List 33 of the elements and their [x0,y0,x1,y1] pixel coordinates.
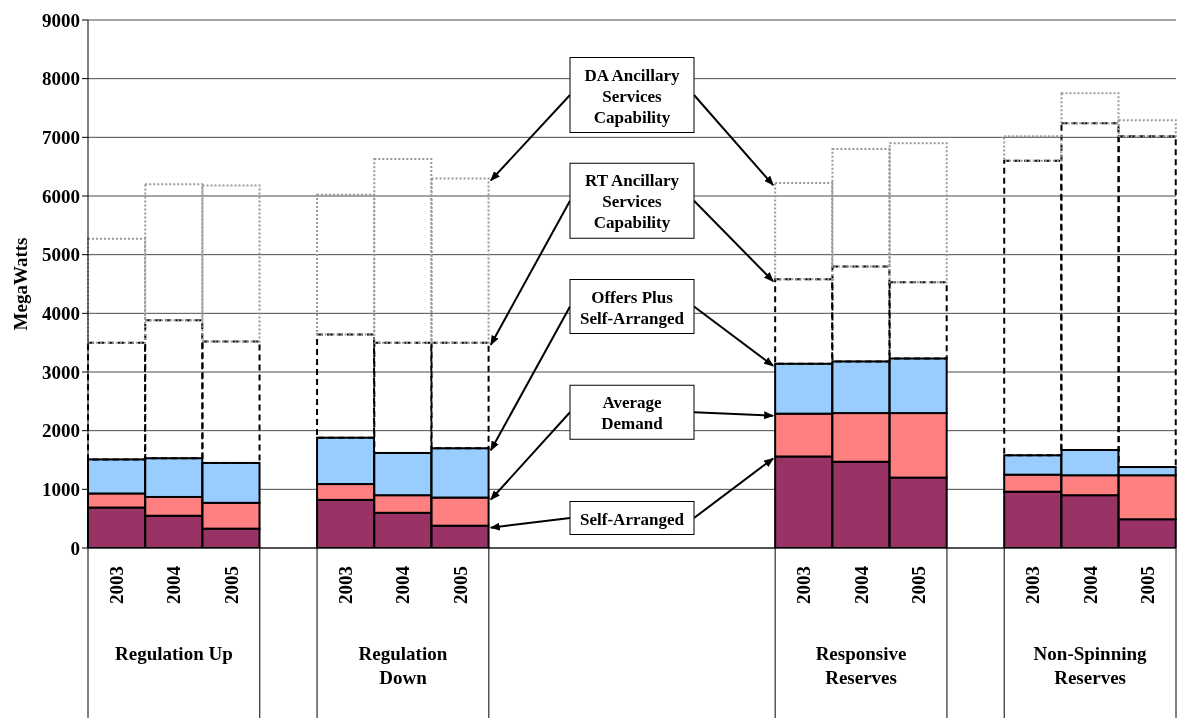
text: Non-Spinning Reserves [1033,643,1148,688]
y-tick-label: 9000 [42,9,80,31]
x-tick-label: 2004 [392,565,414,604]
y-tick-label: 6000 [42,185,80,207]
y-tick-label: 3000 [42,361,80,383]
text: Offers Plus Self-Arranged [580,287,685,328]
x-tick-label: 2004 [163,565,185,604]
text: Regulation Up [115,643,233,664]
x-tick-label: 2005 [907,566,929,604]
x-tick-label: 2004 [1079,565,1101,604]
x-tick-label: 2005 [1136,566,1158,604]
y-axis-title: MegaWatts [9,237,31,331]
y-tick-label: 2000 [42,420,80,442]
y-tick-label: 0 [70,537,80,559]
legend-label: Self-Arranged [580,509,685,529]
y-tick-label: 4000 [42,303,80,325]
y-tick-label: 7000 [42,127,80,149]
x-tick-label: 2005 [220,566,242,604]
x-tick-label: 2003 [793,566,815,604]
x-tick-label: 2003 [335,566,357,604]
x-tick-label: 2004 [850,565,872,604]
x-tick-label: 2005 [449,566,471,604]
bar [1003,135,1063,162]
y-tick-label: 8000 [42,68,80,90]
text: RT Ancillary Services Capability [584,171,680,233]
x-tick-label: 2003 [1022,566,1044,604]
y-tick-label: 1000 [42,479,80,501]
y-tick-label: 5000 [42,244,80,266]
text: Regulation Down [358,643,448,688]
text: Average Demand [601,393,664,434]
x-tick-label: 2003 [106,566,128,604]
text: DA Ancillary Services Capability [584,65,680,127]
text: Responsive Reserves [815,643,907,688]
